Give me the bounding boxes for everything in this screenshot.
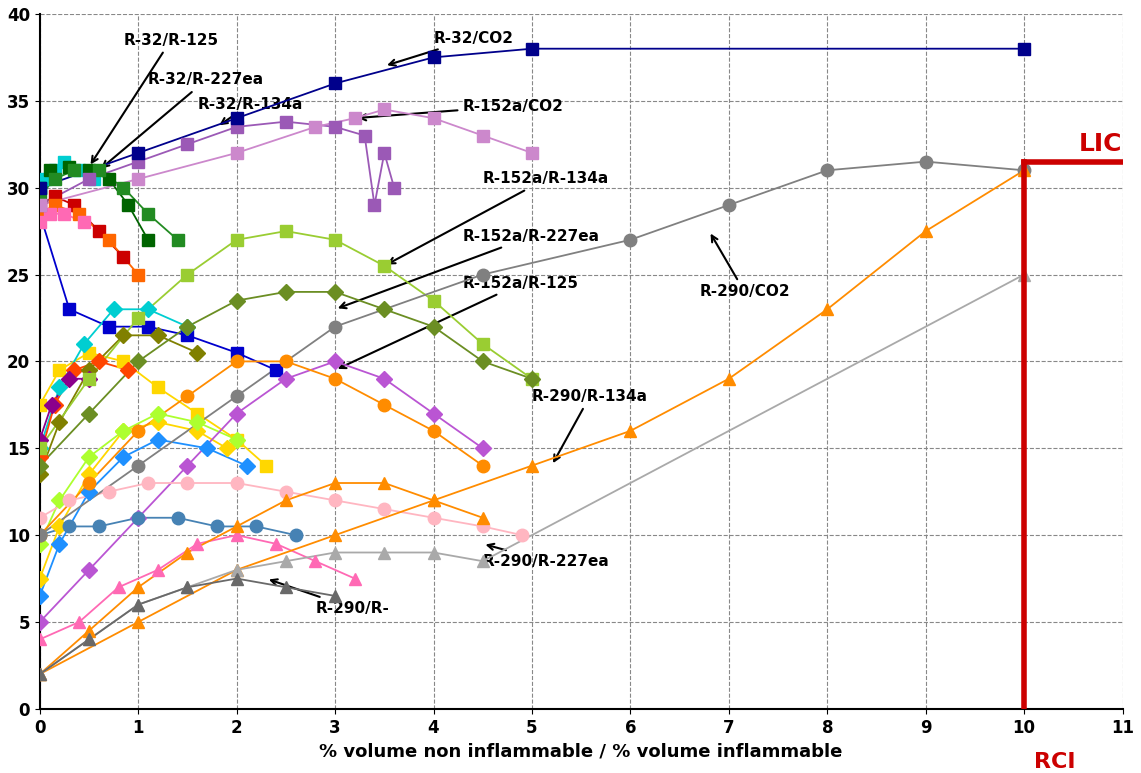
Text: R-32/R-227ea: R-32/R-227ea <box>103 73 265 167</box>
Text: R-152a/R-227ea: R-152a/R-227ea <box>340 229 600 308</box>
Text: LIC: LIC <box>1078 132 1122 156</box>
Text: R-290/R-227ea: R-290/R-227ea <box>483 544 609 569</box>
Text: R-290/R-: R-290/R- <box>272 579 389 615</box>
Text: R-32/R-134a: R-32/R-134a <box>197 97 302 124</box>
Text: RCI: RCI <box>1034 752 1076 772</box>
Text: R-290/R-134a: R-290/R-134a <box>532 389 648 461</box>
X-axis label: % volume non inflammable / % volume inflammable: % volume non inflammable / % volume infl… <box>319 742 843 760</box>
Text: R-32/R-125: R-32/R-125 <box>91 32 219 162</box>
Text: R-290/CO2: R-290/CO2 <box>699 236 790 299</box>
Text: R-152a/CO2: R-152a/CO2 <box>359 98 564 121</box>
Text: R-32/CO2: R-32/CO2 <box>389 31 513 66</box>
Text: R-152a/R-125: R-152a/R-125 <box>340 276 578 368</box>
Text: R-152a/R-134a: R-152a/R-134a <box>389 172 609 264</box>
